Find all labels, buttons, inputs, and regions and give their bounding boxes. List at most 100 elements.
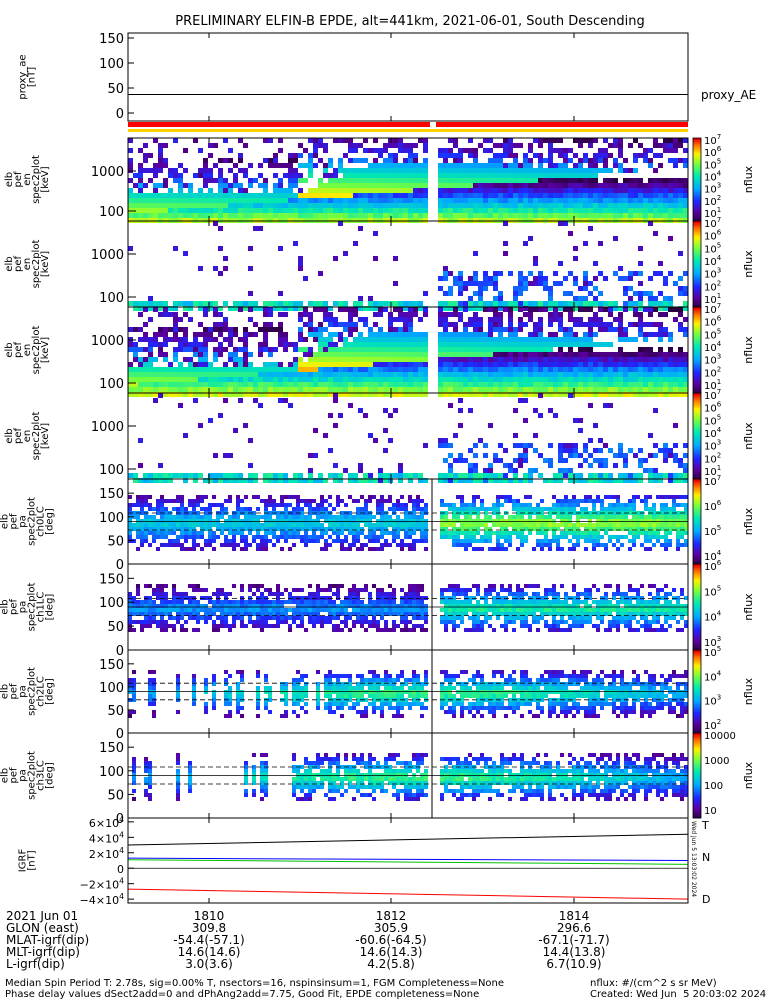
spectrogram-cell (304, 531, 308, 535)
spectrogram-cell (220, 543, 224, 547)
spectrogram-cell (328, 213, 333, 218)
spectrogram-cell (478, 163, 483, 168)
spectrogram-cell (663, 183, 668, 188)
spectrogram-cell (423, 213, 428, 218)
spectrogram-cell (168, 499, 172, 503)
spectrogram-cell (228, 198, 233, 203)
spectrogram-cell (340, 527, 344, 531)
spectrogram-cell (348, 352, 353, 357)
spectrogram-cell (368, 473, 373, 478)
spectrogram-cell (338, 392, 343, 397)
spectrogram-cell (568, 468, 573, 473)
spectrogram-cell (373, 208, 378, 213)
spectrogram-cell (224, 523, 228, 527)
spectrogram-cell (423, 332, 428, 337)
spectrogram-cell (463, 322, 468, 327)
spectrogram-cell (498, 271, 503, 276)
spectrogram-cell (443, 178, 448, 183)
spectrogram-cell (493, 153, 498, 158)
spectrogram-cell (313, 198, 318, 203)
spectrogram-cell (683, 453, 688, 458)
spectrogram-cell (638, 352, 643, 357)
spectrogram-cell (244, 495, 248, 499)
spectrogram-cell (360, 507, 364, 511)
spectrogram-cell (318, 377, 323, 382)
spectrogram-cell (143, 332, 148, 337)
colorbar-cell (693, 416, 701, 420)
spectrogram-cell (353, 342, 358, 347)
spectrogram-cell (308, 503, 312, 507)
spectrogram-cell (358, 372, 363, 377)
spectrogram-cell (393, 377, 398, 382)
spectrogram-cell (538, 158, 543, 163)
spectrogram-cell (128, 503, 132, 507)
spectrogram-cell (573, 372, 578, 377)
spectrogram-cell (448, 367, 453, 372)
spectrogram-cell (416, 515, 420, 519)
ylabel-line: pef (13, 256, 24, 273)
spectrogram-cell (192, 535, 196, 539)
spectrogram-cell (348, 403, 353, 408)
spectrogram-cell (228, 357, 233, 362)
spectrogram-cell (583, 362, 588, 367)
spectrogram-cell (578, 173, 583, 178)
spectrogram-cell (558, 168, 563, 173)
spectrogram-cell (320, 495, 324, 499)
spectrogram-cell (658, 352, 663, 357)
spectrogram-cell (608, 301, 613, 306)
spectrogram-cell (264, 515, 268, 519)
colorbar-cell (693, 410, 701, 413)
spectrogram-cell (333, 198, 338, 203)
spectrogram-cell (218, 183, 223, 188)
spectrogram-cell (480, 523, 484, 527)
spectrogram-cell (298, 478, 303, 483)
spectrogram-cell (508, 377, 513, 382)
spectrogram-cells (128, 138, 688, 223)
colorbar-cell (693, 140, 701, 143)
panel-en2: 1000100107106105104103102101nfluxelbpefe… (4, 216, 755, 311)
spectrogram-cell (138, 372, 143, 377)
spectrogram-cell (383, 301, 388, 306)
spectrogram-cell (353, 357, 358, 362)
spectrogram-cell (360, 527, 364, 531)
spectrogram-cell (128, 158, 133, 163)
spectrogram-cell (204, 539, 208, 543)
spectrogram-cell (513, 443, 518, 448)
spectrogram-cell (296, 515, 300, 519)
spectrogram-cell (476, 547, 480, 551)
spectrogram-cell (188, 188, 193, 193)
spectrogram-cell (128, 203, 133, 208)
spectrogram-cell (153, 307, 158, 312)
spectrogram-cell (378, 357, 383, 362)
spectrogram-cell (613, 203, 618, 208)
spectrogram-cell (663, 312, 668, 317)
spectrogram-cell (593, 372, 598, 377)
spectrogram-cell (373, 148, 378, 153)
spectrogram-cell (523, 347, 528, 352)
spectrogram-cell (598, 148, 603, 153)
spectrogram-cell (456, 535, 460, 539)
spectrogram-cell (578, 203, 583, 208)
spectrogram-cell (608, 307, 613, 312)
spectrogram-cell (368, 387, 373, 392)
spectrogram-cell (318, 347, 323, 352)
spectrogram-cell (392, 527, 396, 531)
spectrogram-cell (308, 468, 313, 473)
spectrogram-cell (678, 208, 683, 213)
spectrogram-cell (423, 382, 428, 387)
spectrogram-cell (553, 203, 558, 208)
colorbar-cell (693, 420, 701, 424)
spectrogram-cell (543, 342, 548, 347)
spectrogram-cell (478, 168, 483, 173)
spectrogram-cell (403, 473, 408, 478)
spectrogram-cell (358, 178, 363, 183)
spectrogram-cell (633, 307, 638, 312)
spectrogram-cell (513, 327, 518, 332)
spectrogram-cell (513, 286, 518, 291)
spectrogram-cell (183, 342, 188, 347)
spectrogram-cell (218, 188, 223, 193)
spectrogram-cell (208, 362, 213, 367)
spectrogram-cell (173, 372, 178, 377)
spectrogram-cell (273, 203, 278, 208)
spectrogram-cell (243, 362, 248, 367)
